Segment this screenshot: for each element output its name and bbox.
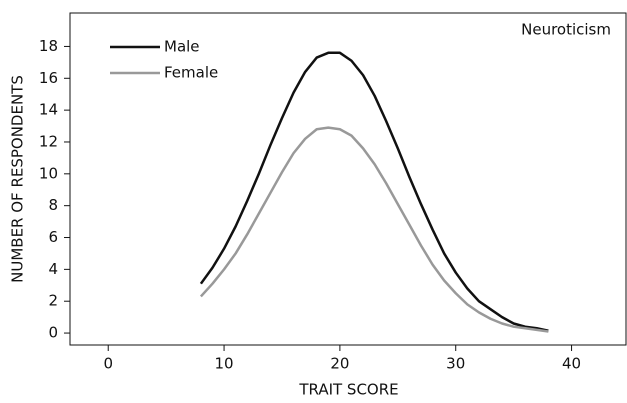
x-tick-label: 40	[562, 355, 581, 373]
annotation: Neuroticism	[521, 21, 611, 39]
legend-label: Female	[164, 64, 218, 82]
y-tick-label: 16	[39, 69, 58, 87]
y-tick-label: 4	[48, 260, 58, 278]
y-tick-label: 18	[39, 37, 58, 55]
x-tick-label: 20	[330, 355, 349, 373]
x-tick-label: 0	[103, 355, 113, 373]
y-tick-label: 10	[39, 164, 58, 182]
line	[199, 51, 549, 332]
x-tick-label: 10	[215, 355, 234, 373]
y-tick-label: 2	[48, 292, 58, 310]
line	[199, 126, 549, 333]
y-tick-label: 0	[48, 324, 58, 342]
legend-label: Male	[164, 38, 200, 56]
plot-frame	[69, 12, 627, 346]
y-tick-label: 12	[39, 132, 58, 150]
y-axis-label: NUMBER OF RESPONDENTS	[9, 75, 27, 283]
y-tick-label: 8	[48, 196, 58, 214]
y-tick-label: 6	[48, 228, 58, 246]
y-tick-label: 14	[39, 101, 58, 119]
x-tick-label: 30	[446, 355, 465, 373]
x-axis-label: TRAIT SCORE	[298, 381, 398, 399]
